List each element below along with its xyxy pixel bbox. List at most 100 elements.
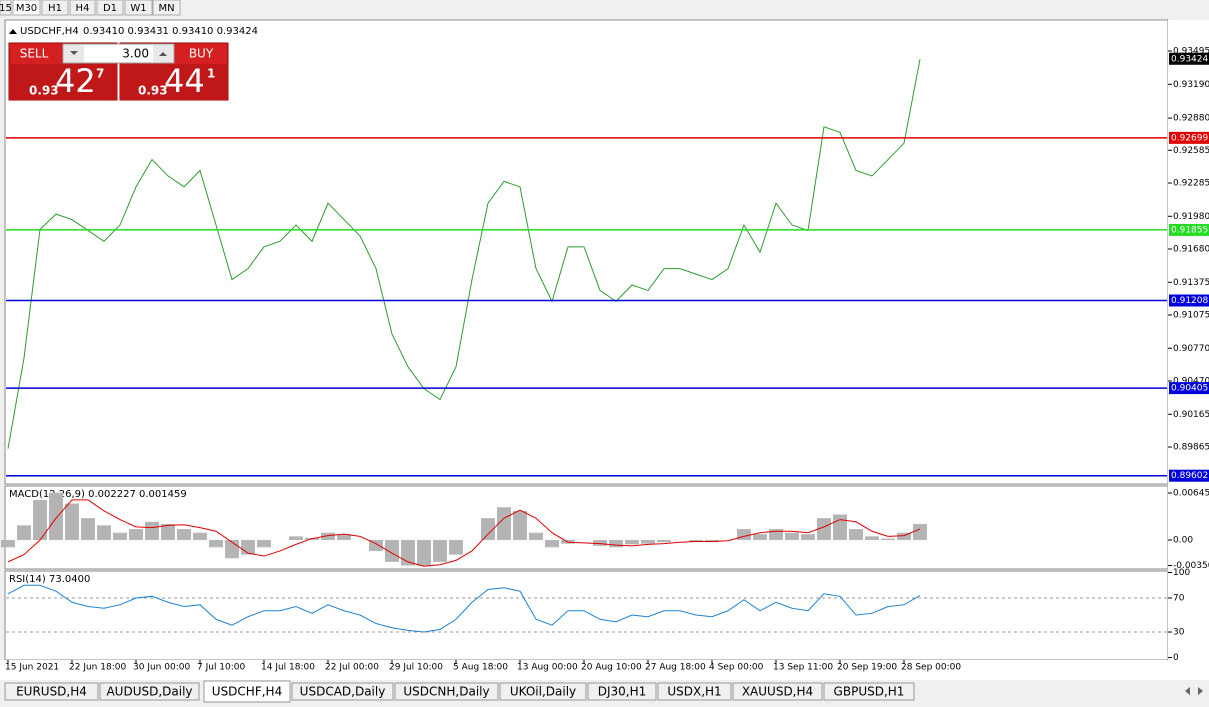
macd-bar <box>753 534 767 541</box>
y-tick-label: 0.91980 <box>1173 212 1209 222</box>
tab-label: USDCNH,Daily <box>403 685 489 699</box>
timeframe-button[interactable] <box>96 0 124 16</box>
x-tick-label: 30 Jun 00:00 <box>133 663 190 673</box>
tab[interactable] <box>587 682 657 701</box>
macd-bar <box>609 540 623 548</box>
tab[interactable] <box>732 682 823 701</box>
macd-bar <box>593 540 607 546</box>
price-line <box>7 59 921 449</box>
macd-bar <box>321 532 335 541</box>
price-axis <box>1168 20 1209 660</box>
x-tick-label: 15 Jun 2021 <box>5 663 59 673</box>
y-tick-label: 0.90770 <box>1173 344 1209 354</box>
macd-bar <box>497 507 511 541</box>
timeframe-label: W1 <box>130 3 146 14</box>
macd-bar <box>289 536 303 541</box>
x-tick-label: 29 Jul 10:00 <box>389 663 443 673</box>
x-tick-label: 4 Sep 00:00 <box>709 663 764 673</box>
tab-label: AUDUSD,Daily <box>106 685 192 699</box>
timeframe-button[interactable] <box>0 0 12 16</box>
tab[interactable] <box>291 682 394 701</box>
level-label: 0.89602 <box>1171 471 1208 481</box>
x-tick-label: 5 Aug 18:00 <box>453 663 508 673</box>
macd-bar <box>209 540 223 548</box>
x-tick-label: 20 Sep 19:00 <box>837 663 897 673</box>
sell-fraction: 7 <box>96 67 104 81</box>
macd-bar <box>113 532 127 541</box>
macd-bar <box>49 492 63 541</box>
macd-bar <box>417 540 431 566</box>
tab-label: DJ30,H1 <box>598 685 647 699</box>
macd-bar <box>33 499 47 541</box>
macd-bar <box>785 532 799 541</box>
timeframe-button[interactable] <box>124 0 153 16</box>
y-tick-label: -0.003504 <box>1173 561 1209 571</box>
macd-bar <box>817 518 831 541</box>
macd-bar <box>881 538 895 541</box>
collapse-icon[interactable] <box>9 29 17 34</box>
time-axis <box>0 660 1209 680</box>
x-tick-label: 28 Sep 00:00 <box>901 663 961 673</box>
level-label-bg <box>1169 131 1209 144</box>
tab-label: XAUUSD,H4 <box>742 685 813 699</box>
macd-bar <box>17 525 31 541</box>
tab-label: EURUSD,H4 <box>16 685 87 699</box>
last-price-label: 0.93424 <box>1171 54 1208 64</box>
macd-bar <box>97 525 111 541</box>
tab[interactable] <box>203 680 291 703</box>
y-tick-label: 70 <box>1173 594 1185 604</box>
x-tick-label: 22 Jun 18:00 <box>69 663 126 673</box>
y-tick-label: 0.92285 <box>1173 179 1209 189</box>
macd-bar <box>1 540 15 548</box>
lot-field[interactable] <box>62 43 175 64</box>
tab[interactable] <box>4 682 99 701</box>
tab-label: USDX,H1 <box>667 685 721 699</box>
macd-bar <box>161 523 175 541</box>
macd-bar <box>481 518 495 541</box>
macd-bar <box>801 534 815 541</box>
macd-bar <box>513 510 527 541</box>
macd-bar <box>385 540 399 562</box>
timeframe-button[interactable] <box>69 0 96 16</box>
tab[interactable] <box>499 682 587 701</box>
up-arrow <box>159 52 167 56</box>
y-tick-label: 0.91680 <box>1173 245 1209 255</box>
macd-bar <box>737 529 751 541</box>
timeframe-label: H4 <box>76 3 90 14</box>
timeframe-button[interactable] <box>152 0 181 16</box>
sell-label: SELL <box>20 47 49 61</box>
macd-bar <box>865 536 879 541</box>
tab[interactable] <box>657 682 732 701</box>
tab[interactable] <box>823 682 915 701</box>
macd-bar <box>913 523 927 541</box>
scroll-left[interactable] <box>1185 687 1190 695</box>
level-label-bg <box>1169 382 1209 395</box>
macd-title: MACD(12,26,9) 0.002227 0.001459 <box>9 489 187 500</box>
macd-bar <box>257 540 271 548</box>
macd-bar <box>177 529 191 541</box>
macd-bar <box>641 540 655 544</box>
y-tick-label: 0.93190 <box>1173 80 1209 90</box>
scroll-right[interactable] <box>1198 687 1203 695</box>
x-tick-label: 13 Sep 11:00 <box>773 663 833 673</box>
timeframe-button[interactable] <box>12 0 41 16</box>
level-label: 0.92699 <box>1171 133 1208 143</box>
macd-bar <box>689 540 703 542</box>
level-label: 0.90405 <box>1171 384 1208 394</box>
rsi-title: RSI(14) 73.0400 <box>9 574 90 585</box>
price-line <box>7 584 921 633</box>
timeframe-label: M30 <box>16 3 37 14</box>
x-tick-label: 20 Aug 10:00 <box>581 663 642 673</box>
y-tick-label: 0.00 <box>1173 536 1193 546</box>
y-tick-label: 30 <box>1173 628 1185 638</box>
timeframe-button[interactable] <box>41 0 69 16</box>
y-tick-label: 0.91075 <box>1173 311 1209 321</box>
macd-bar <box>241 540 255 555</box>
tab[interactable] <box>99 682 200 701</box>
timeframe-label: MN <box>158 3 174 14</box>
tab[interactable] <box>394 682 499 701</box>
y-tick-label: 0.92880 <box>1173 114 1209 124</box>
macd-bar <box>449 540 463 555</box>
